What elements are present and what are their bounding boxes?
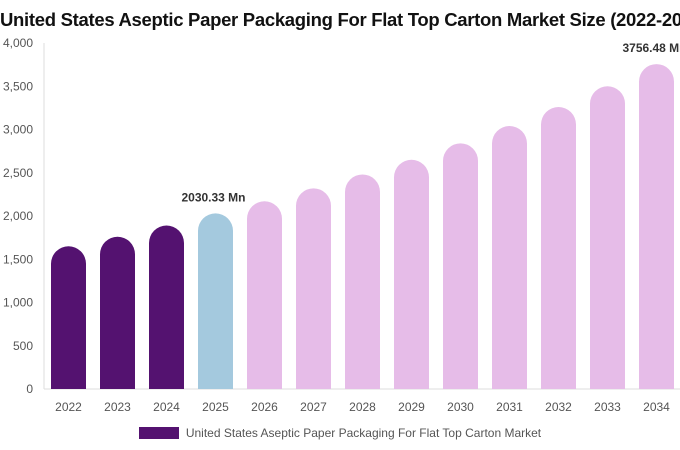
bar-2032 (541, 107, 576, 389)
bar-2030 (443, 143, 478, 389)
x-tick-label: 2032 (545, 400, 572, 414)
x-tick-label: 2030 (447, 400, 474, 414)
y-tick-label: 2,500 (3, 166, 33, 180)
y-tick-label: 2,000 (3, 209, 33, 223)
bar-2028 (345, 174, 380, 389)
bar-2026 (247, 201, 282, 389)
data-labels: 2030.33 Mn 3756.48 Mn (181, 41, 680, 204)
y-tick-label: 1,000 (3, 296, 33, 310)
y-tick-label: 3,000 (3, 123, 33, 137)
x-tick-label: 2024 (153, 400, 180, 414)
data-label: 3756.48 Mn (622, 41, 680, 55)
data-label: 2030.33 Mn (181, 190, 245, 204)
bar-2025 (198, 213, 233, 389)
y-tick-label: 3,500 (3, 79, 33, 93)
bar-2027 (296, 188, 331, 389)
y-axis-ticks: 0 500 1,000 1,500 2,000 2,500 3,000 3,500 4,000 (3, 36, 33, 396)
x-tick-label: 2028 (349, 400, 376, 414)
chart-title: United States Aseptic Paper Packaging Fo… (0, 9, 680, 30)
x-tick-label: 2027 (300, 400, 327, 414)
x-tick-label: 2029 (398, 400, 425, 414)
x-tick-label: 2034 (643, 400, 670, 414)
legend-swatch (138, 427, 179, 439)
x-tick-label: 2023 (104, 400, 131, 414)
x-tick-label: 2033 (594, 400, 621, 414)
x-tick-label: 2026 (251, 400, 278, 414)
bar-2034 (639, 64, 674, 389)
y-tick-label: 1,500 (3, 252, 33, 266)
legend: United States Aseptic Paper Packaging Fo… (0, 426, 680, 440)
y-tick-label: 500 (13, 339, 33, 353)
x-tick-label: 2031 (496, 400, 523, 414)
bars (51, 64, 674, 389)
bar-2033 (590, 86, 625, 389)
x-tick-label: 2025 (202, 400, 229, 414)
bar-2029 (394, 159, 429, 389)
bar-2023 (100, 236, 135, 389)
bar-2031 (492, 126, 527, 389)
bar-2022 (51, 246, 86, 389)
y-tick-label: 4,000 (3, 36, 33, 50)
legend-label: United States Aseptic Paper Packaging Fo… (185, 426, 542, 440)
x-tick-label: 2022 (55, 400, 82, 414)
x-axis-ticks: 2022 2023 2024 2025 2026 2027 2028 2029 2030 2031… (55, 400, 670, 414)
bar-2024 (149, 225, 184, 389)
y-tick-label: 0 (26, 382, 33, 396)
